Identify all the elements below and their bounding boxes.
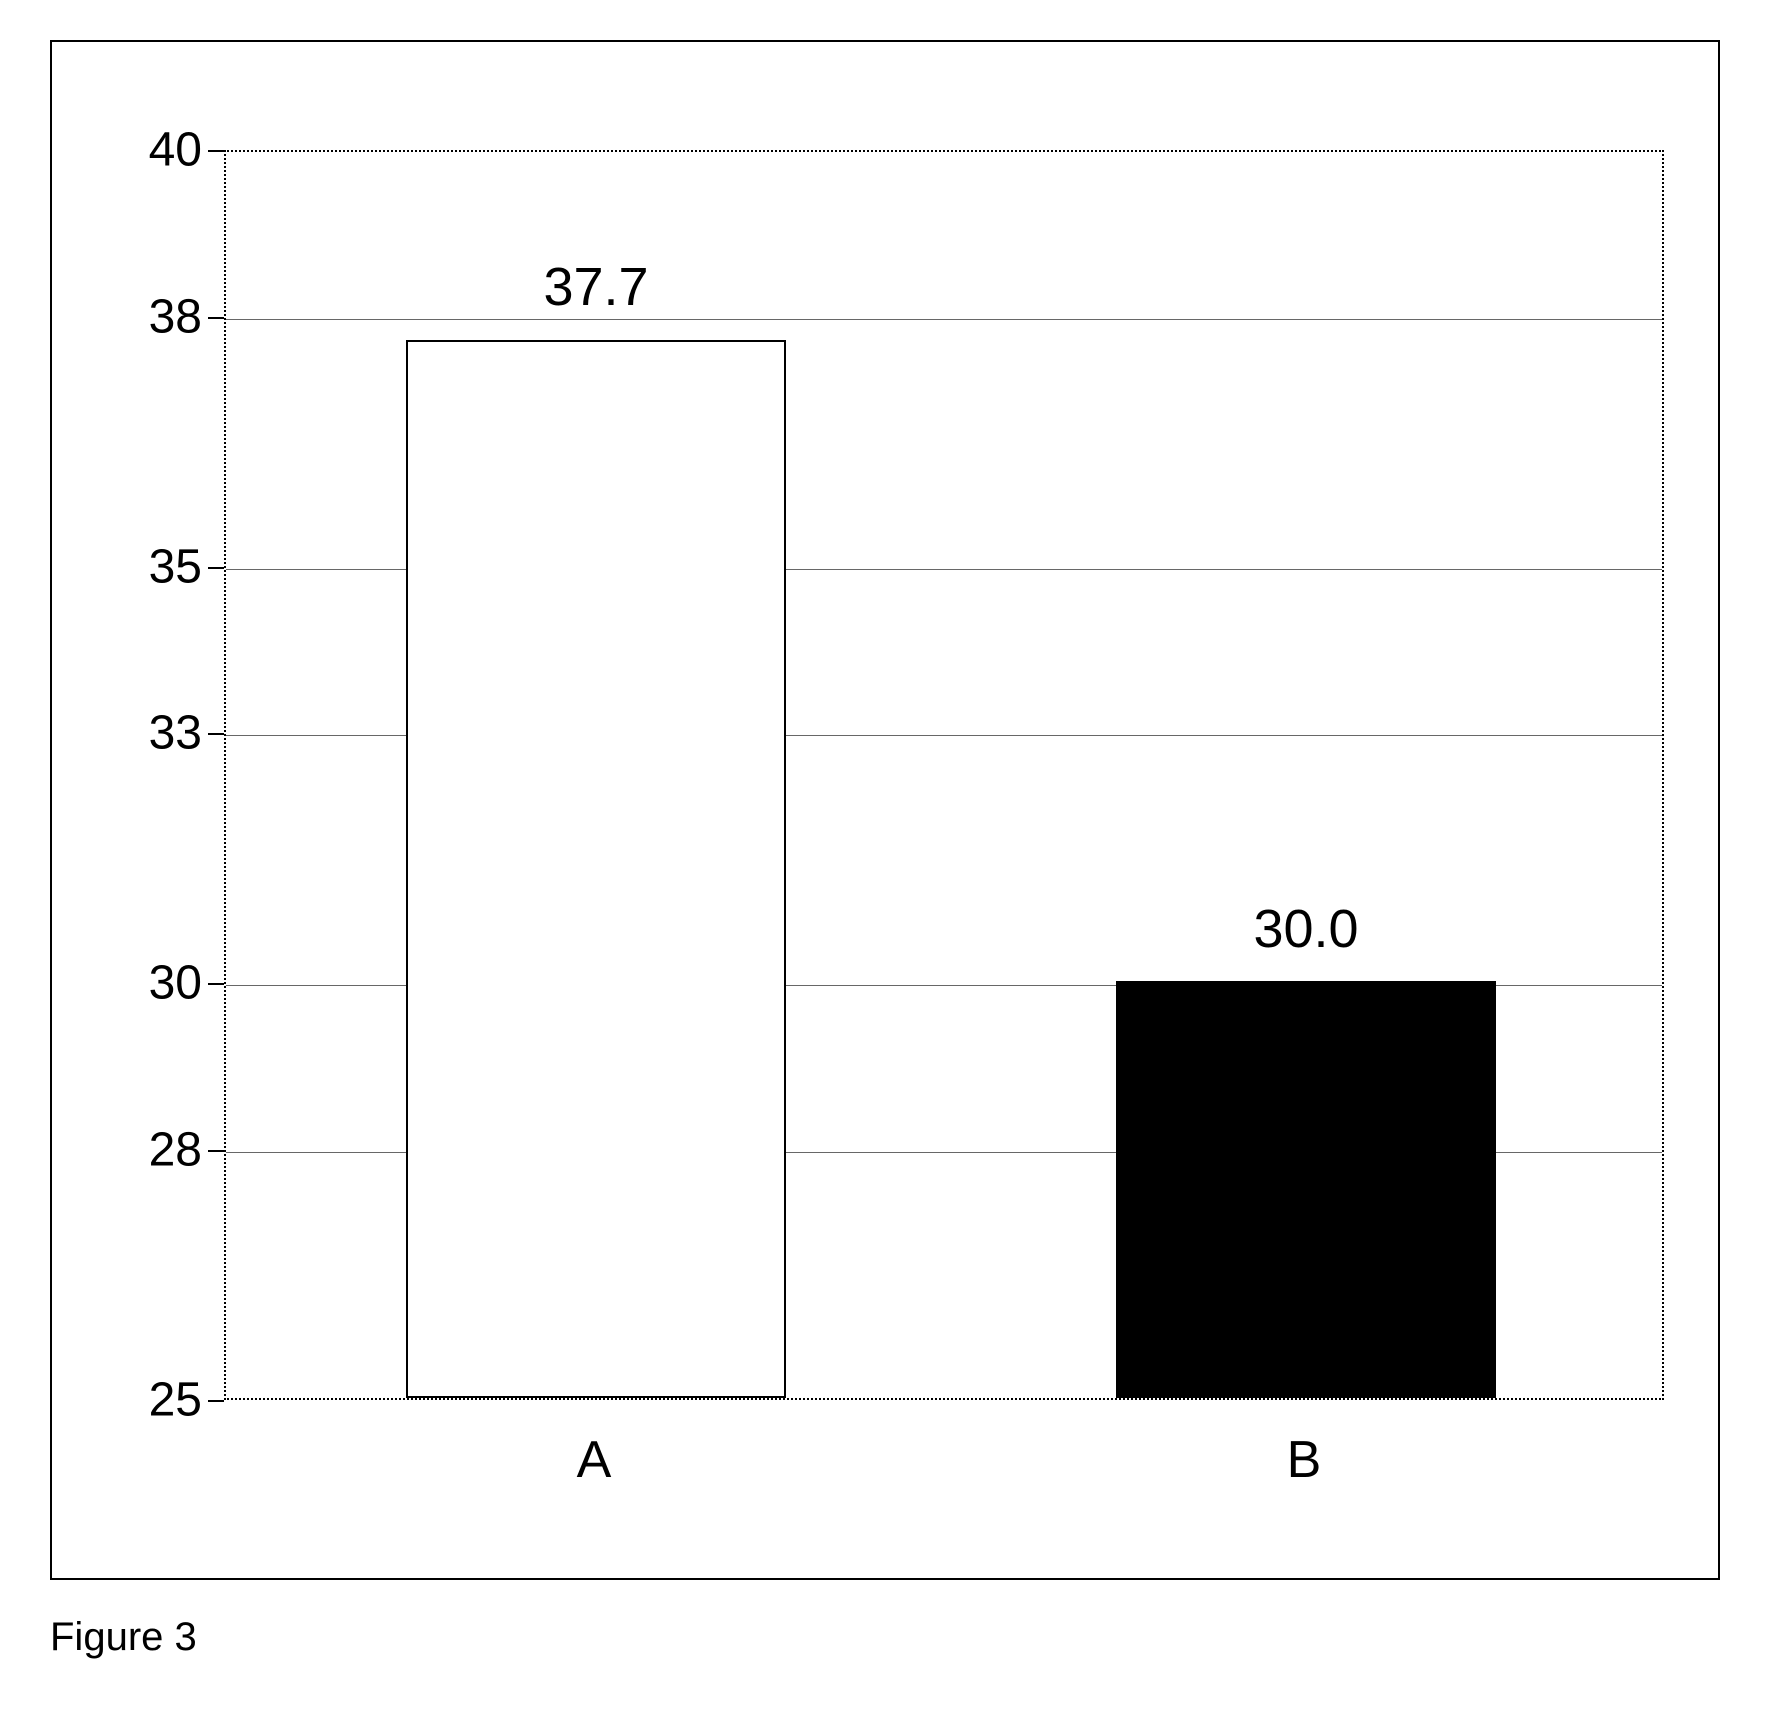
figure-caption: Figure 3: [50, 1615, 197, 1660]
bar-a: [406, 340, 786, 1398]
plot-container: 25 28 30 33 35 38 40 37.7 30.0: [224, 150, 1664, 1400]
ytick-label-25: 25: [102, 1373, 202, 1428]
bar-value-label-b: 30.0: [1253, 898, 1358, 960]
bar-b: [1116, 981, 1496, 1398]
ytick-label-35: 35: [102, 539, 202, 594]
gridline: [226, 319, 1662, 320]
category-label-b: B: [1287, 1430, 1322, 1490]
chart-outer-frame: 25 28 30 33 35 38 40 37.7 30.0: [50, 40, 1720, 1580]
ytick-label-33: 33: [102, 706, 202, 761]
ytick-label-28: 28: [102, 1123, 202, 1178]
bar-value-label-a: 37.7: [543, 256, 648, 318]
category-label-a: A: [577, 1430, 612, 1490]
ytick-mark: [208, 317, 224, 319]
ytick-mark: [208, 1400, 224, 1402]
ytick-mark: [208, 150, 224, 152]
ytick-mark: [208, 983, 224, 985]
plot-area: 37.7 30.0: [224, 150, 1664, 1400]
ytick-mark: [208, 567, 224, 569]
ytick-mark: [208, 733, 224, 735]
ytick-mark: [208, 1150, 224, 1152]
ytick-label-40: 40: [102, 123, 202, 178]
ytick-label-30: 30: [102, 956, 202, 1011]
ytick-label-38: 38: [102, 289, 202, 344]
